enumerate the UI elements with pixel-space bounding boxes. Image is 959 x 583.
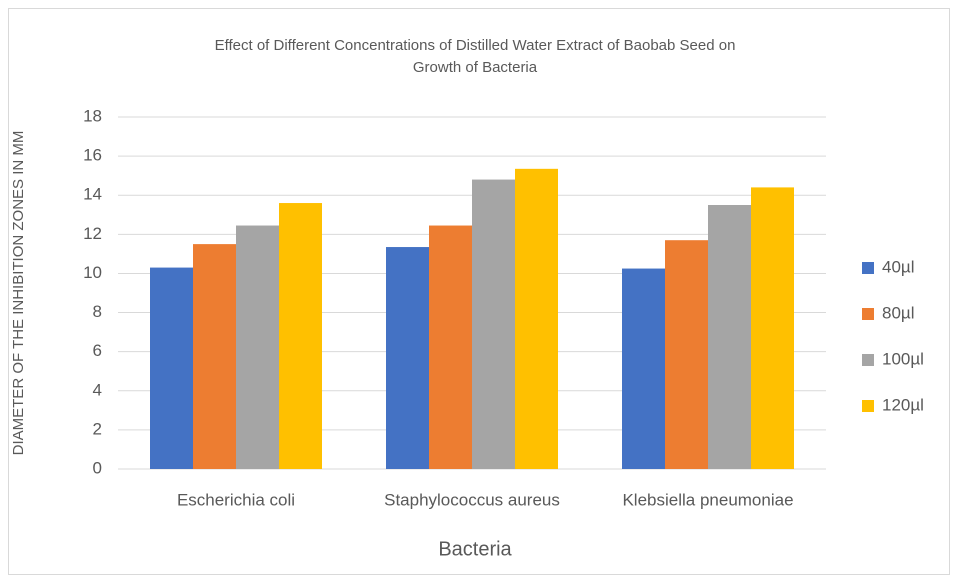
bar: [386, 247, 429, 469]
bar: [708, 205, 751, 469]
legend-swatch: [862, 262, 874, 274]
x-tick-label: Escherichia coli: [177, 490, 295, 509]
legend-label: 100µl: [882, 349, 924, 368]
bar: [665, 240, 708, 469]
bar: [622, 268, 665, 469]
bar: [429, 225, 472, 469]
x-tick-label: Staphylococcus aureus: [384, 490, 560, 509]
y-tick-label: 12: [83, 224, 102, 243]
bar: [279, 203, 322, 470]
y-tick-label: 10: [83, 263, 102, 282]
y-tick-label: 4: [93, 380, 102, 399]
y-tick-label: 6: [93, 341, 102, 360]
bar: [150, 267, 193, 469]
legend-swatch: [862, 354, 874, 366]
y-axis-label: DIAMETER OF THE INHIBITION ZONES IN MM: [10, 131, 27, 456]
chart-title: Effect of Different Concentrations of Di…: [215, 37, 736, 54]
y-tick-label: 2: [93, 419, 102, 438]
y-tick-label: 0: [93, 458, 102, 477]
y-tick-label: 18: [83, 106, 102, 125]
bar: [515, 168, 558, 470]
legend-label: 40µl: [882, 257, 914, 276]
bar: [236, 225, 279, 469]
bar: [193, 244, 236, 469]
bar: [472, 179, 515, 470]
y-tick-label: 16: [83, 146, 102, 165]
x-axis-label: Bacteria: [438, 538, 512, 560]
legend-swatch: [862, 308, 874, 320]
chart-title: Growth of Bacteria: [413, 59, 538, 76]
legend-label: 80µl: [882, 303, 914, 322]
y-tick-label: 8: [93, 302, 102, 321]
y-tick-label: 14: [83, 185, 102, 204]
bar: [751, 187, 794, 469]
legend-label: 120µl: [882, 395, 924, 414]
legend-swatch: [862, 400, 874, 412]
x-tick-label: Klebsiella pneumoniae: [622, 490, 793, 509]
